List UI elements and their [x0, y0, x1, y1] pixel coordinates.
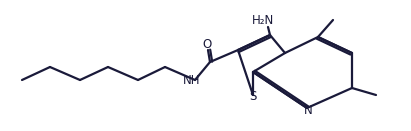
Text: N: N — [304, 103, 312, 116]
Text: NH: NH — [183, 75, 201, 88]
Text: S: S — [249, 91, 257, 103]
Text: H₂N: H₂N — [252, 13, 274, 26]
Text: O: O — [202, 37, 212, 50]
